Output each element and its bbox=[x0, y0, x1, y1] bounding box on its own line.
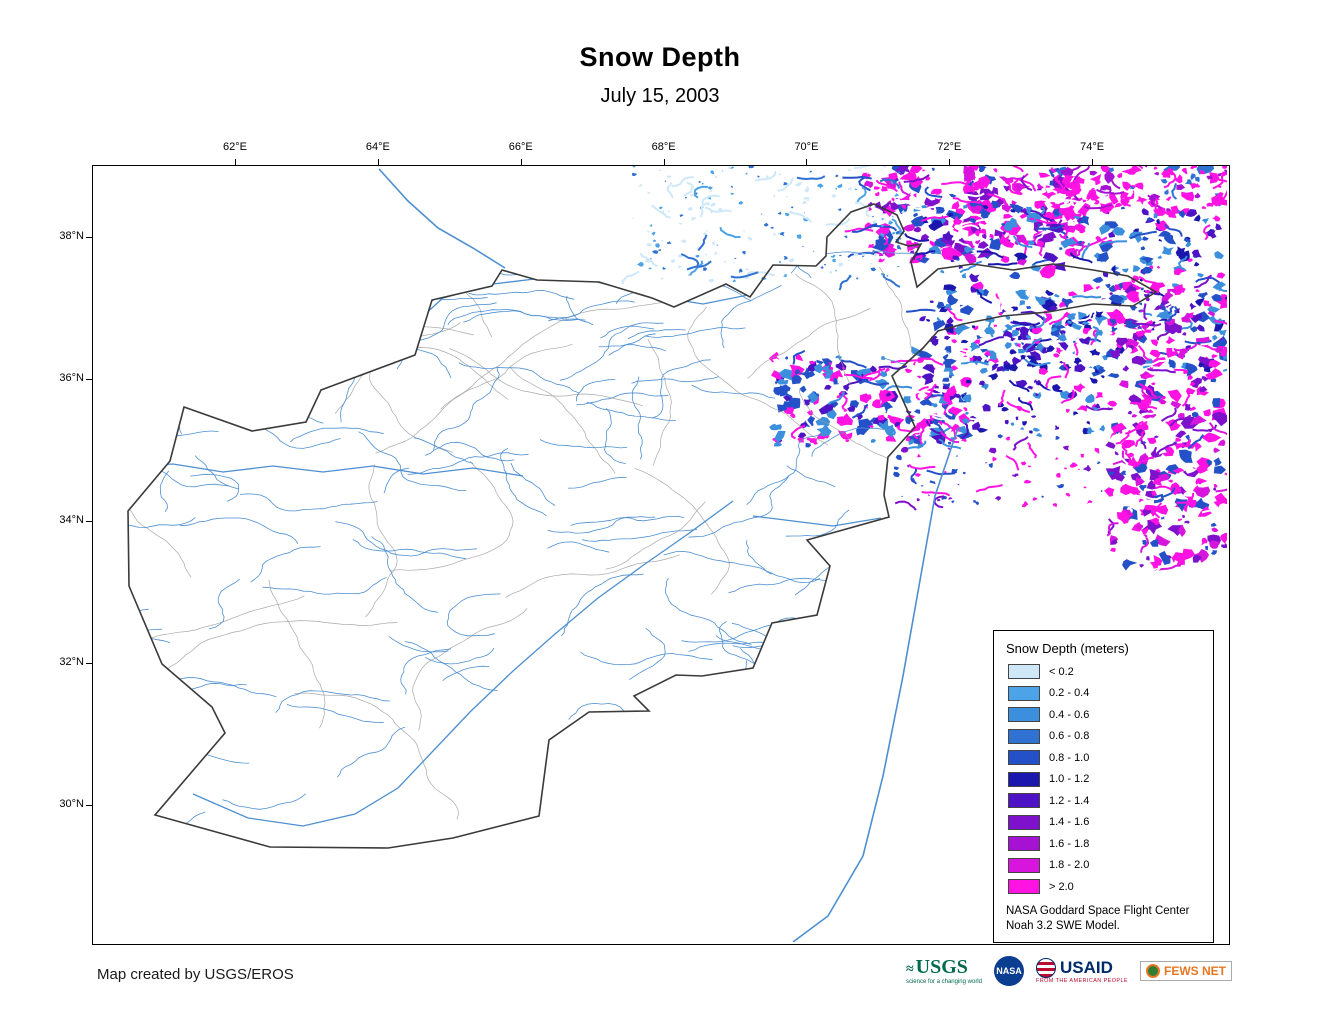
usaid-logo: USAID FROM THE AMERICAN PEOPLE bbox=[1035, 958, 1128, 984]
legend-row: 1.6 - 1.8 bbox=[1008, 836, 1203, 851]
y-tick-label: 34°N bbox=[59, 514, 84, 526]
x-tick-mark bbox=[235, 159, 236, 165]
legend-title: Snow Depth (meters) bbox=[1006, 641, 1129, 656]
x-tick-label: 62°E bbox=[223, 141, 247, 153]
major-rivers bbox=[137, 277, 882, 827]
fewsnet-logo: FEWS NET bbox=[1140, 961, 1232, 981]
legend-note-line1: NASA Goddard Space Flight Center bbox=[1006, 905, 1190, 917]
y-tick-mark bbox=[86, 805, 92, 806]
x-tick-mark bbox=[377, 159, 379, 165]
legend-swatch bbox=[1008, 857, 1040, 873]
legend-swatch bbox=[1008, 836, 1040, 851]
legend-box: Snow Depth (meters) < 0.2 0.2 - 0.4 0.4 - … bbox=[993, 630, 1214, 943]
y-tick-mark bbox=[86, 237, 92, 238]
legend-label: > 2.0 bbox=[1049, 880, 1074, 893]
y-tick-label: 32°N bbox=[59, 656, 84, 668]
map-frame: Snow Depth (meters) < 0.2 0.2 - 0.4 0.4 - … bbox=[92, 165, 1230, 945]
legend-swatch bbox=[1008, 750, 1040, 765]
x-tick-label: 70°E bbox=[794, 141, 819, 153]
usgs-logo-text: ≈ USGS bbox=[905, 955, 968, 978]
x-tick-mark bbox=[806, 159, 808, 165]
legend-row: 0.4 - 0.6 bbox=[1008, 707, 1203, 722]
legend-label: 1.6 - 1.8 bbox=[1049, 837, 1090, 850]
x-tick-mark bbox=[949, 159, 951, 165]
legend-row: 1.0 - 1.2 bbox=[1008, 771, 1203, 787]
legend-row: > 2.0 bbox=[1008, 879, 1203, 894]
legend-swatch bbox=[1008, 814, 1040, 830]
fewsnet-logo-text: FEWS NET bbox=[1164, 964, 1226, 978]
legend-note: NASA Goddard Space Flight Center Noah 3.… bbox=[1006, 904, 1203, 934]
legend-swatch bbox=[1008, 685, 1040, 701]
x-tick-label: 68°E bbox=[651, 141, 676, 153]
legend-swatch bbox=[1008, 793, 1040, 808]
y-tick-label: 38°N bbox=[59, 230, 84, 242]
legend-row: 0.8 - 1.0 bbox=[1008, 750, 1203, 765]
legend-row: 1.8 - 2.0 bbox=[1008, 857, 1203, 873]
legend-row: 1.2 - 1.4 bbox=[1008, 793, 1203, 808]
legend-swatch bbox=[1008, 728, 1040, 744]
legend-label: 0.8 - 1.0 bbox=[1049, 751, 1090, 764]
usgs-logo-tagline: science for a changing world bbox=[905, 978, 982, 985]
legend-swatch bbox=[1008, 879, 1040, 894]
nasa-logo-circle: NASA bbox=[993, 956, 1024, 986]
legend-label: 1.2 - 1.4 bbox=[1049, 794, 1090, 807]
legend-label: < 0.2 bbox=[1049, 665, 1074, 678]
x-tick-mark bbox=[520, 159, 522, 165]
x-tick-label: 64°E bbox=[365, 141, 390, 153]
stream-lines bbox=[128, 204, 1003, 848]
y-tick-mark bbox=[86, 521, 92, 522]
legend-row: 0.6 - 0.8 bbox=[1008, 728, 1203, 744]
map-canvas bbox=[127, 166, 1227, 942]
fewsnet-globe-icon bbox=[1146, 964, 1160, 978]
legend-rows: < 0.2 0.2 - 0.4 0.4 - 0.6 0.6 - 0.8 0.8 - 1.… bbox=[1006, 664, 1203, 894]
legend-label: 1.0 - 1.2 bbox=[1049, 773, 1090, 785]
usgs-wave-icon: ≈ bbox=[905, 961, 914, 977]
legend-row: < 0.2 bbox=[1008, 664, 1203, 679]
x-tick-label: 74°E bbox=[1080, 141, 1105, 153]
y-tick-label: 36°N bbox=[59, 372, 84, 384]
legend-label: 0.6 - 0.8 bbox=[1049, 730, 1090, 742]
legend-label: 1.8 - 2.0 bbox=[1049, 859, 1090, 871]
nasa-logo: NASA bbox=[993, 956, 1024, 986]
usaid-flag-icon bbox=[1035, 958, 1056, 978]
usaid-logo-tagline: FROM THE AMERICAN PEOPLE bbox=[1035, 978, 1128, 984]
x-tick-mark bbox=[1092, 159, 1094, 165]
usaid-logo-text: USAID bbox=[1059, 958, 1113, 977]
map-main-title: Snow Depth bbox=[579, 42, 741, 72]
legend-label: 0.2 - 0.4 bbox=[1049, 687, 1090, 699]
logo-strip: ≈ USGS science for a changing world NASA … bbox=[906, 956, 1232, 986]
legend-label: 1.4 - 1.6 bbox=[1049, 816, 1090, 828]
legend-label: 0.4 - 0.6 bbox=[1049, 708, 1090, 721]
x-tick-label: 66°E bbox=[508, 141, 533, 153]
legend-swatch bbox=[1008, 771, 1040, 787]
x-tick-mark bbox=[663, 159, 665, 165]
x-tick-label: 72°E bbox=[937, 141, 962, 153]
country-outline bbox=[127, 203, 1158, 849]
legend-row: 1.4 - 1.6 bbox=[1008, 814, 1203, 830]
y-tick-label: 30°N bbox=[59, 798, 84, 810]
y-tick-mark bbox=[86, 663, 92, 664]
legend-note-line2: Noah 3.2 SWE Model. bbox=[1006, 919, 1120, 932]
legend-swatch bbox=[1008, 707, 1040, 722]
external-rivers bbox=[378, 168, 959, 942]
legend-row: 0.2 - 0.4 bbox=[1008, 685, 1203, 701]
usgs-logo: ≈ USGS science for a changing world bbox=[905, 955, 982, 985]
map-subtitle: July 15, 2003 bbox=[600, 85, 720, 107]
legend-swatch bbox=[1008, 664, 1040, 679]
y-tick-mark bbox=[86, 379, 92, 380]
snow-layer bbox=[621, 166, 1227, 581]
usaid-logo-top: USAID bbox=[1035, 958, 1113, 978]
credit-text: Map created by USGS/EROS bbox=[97, 966, 294, 983]
